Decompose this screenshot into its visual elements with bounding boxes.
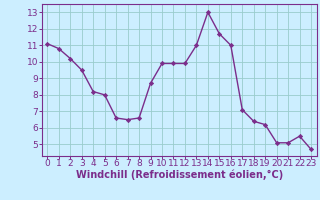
X-axis label: Windchill (Refroidissement éolien,°C): Windchill (Refroidissement éolien,°C) <box>76 170 283 180</box>
